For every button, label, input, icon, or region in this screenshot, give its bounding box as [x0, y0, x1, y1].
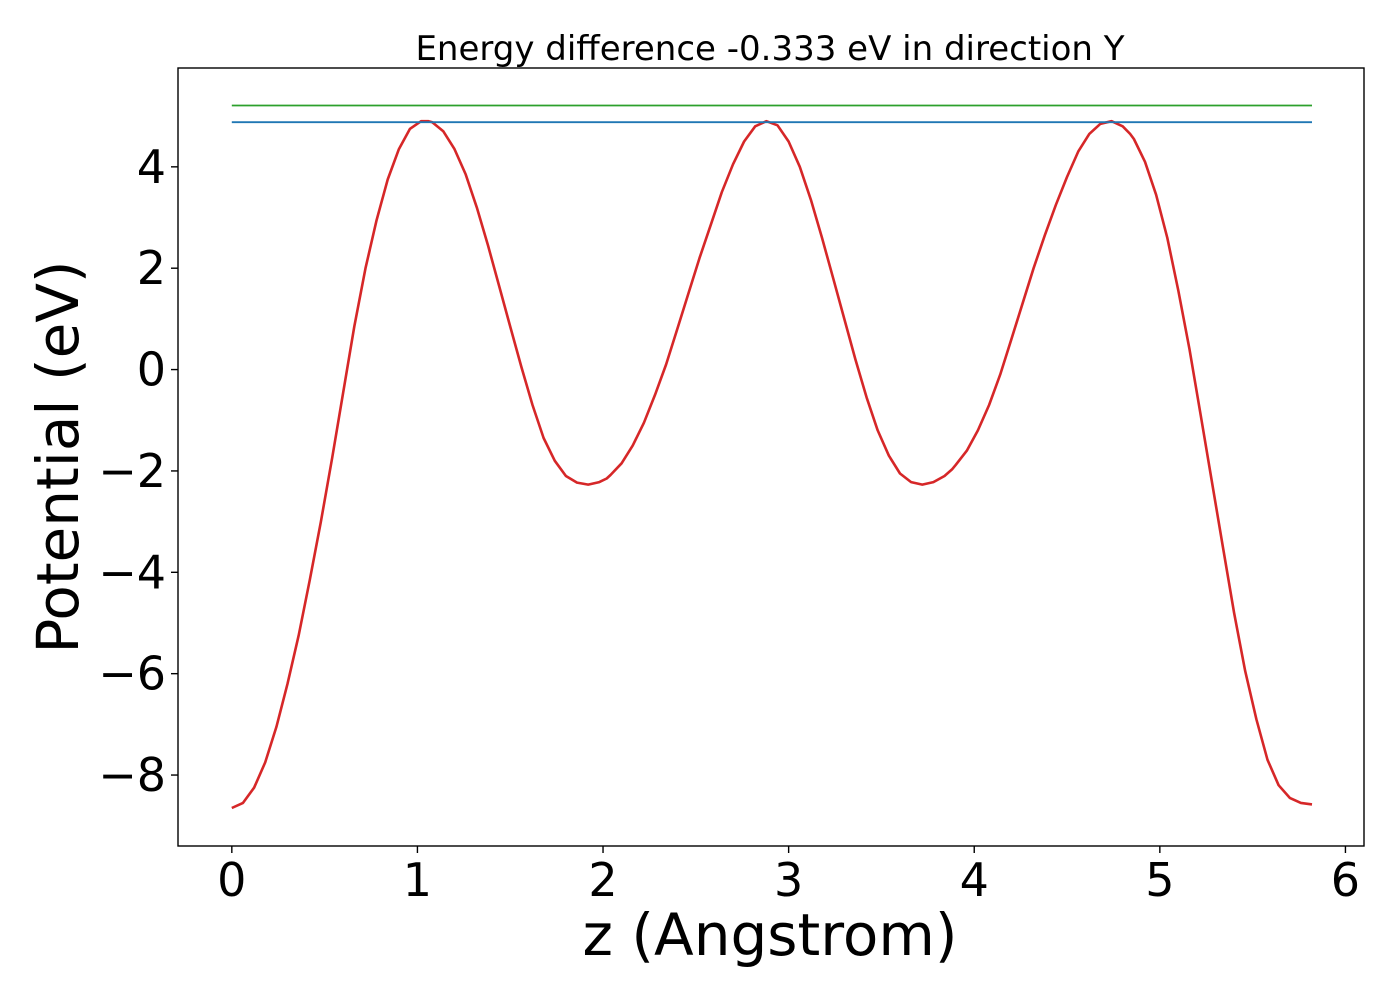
chart-title: Energy difference -0.333 eV in direction… [415, 29, 1124, 69]
y-tick-label: −6 [98, 647, 166, 701]
x-tick-label: 5 [1145, 853, 1174, 907]
x-tick-label: 1 [403, 853, 432, 907]
y-tick-label: −2 [98, 444, 166, 498]
x-tick-label: 2 [588, 853, 617, 907]
y-axis: −8 −6 −4 −2 0 2 4 [98, 140, 178, 802]
y-tick-label: −8 [98, 748, 166, 802]
plot-lines [231, 104, 1313, 810]
y-tick-label: −4 [98, 545, 166, 599]
y-tick-label: 0 [137, 343, 166, 397]
plot-frame [177, 67, 1365, 847]
x-tick-label: 3 [774, 853, 803, 907]
y-tick-label: 4 [137, 140, 166, 194]
x-axis-label: z (Angstrom) [583, 901, 958, 969]
x-tick-label: 6 [1331, 853, 1360, 907]
x-axis: 0 1 2 3 4 5 6 [217, 846, 1360, 907]
x-tick-label: 4 [960, 853, 989, 907]
y-tick-label: 2 [137, 241, 166, 295]
potential-curve [231, 119, 1313, 810]
x-tick-label: 0 [217, 853, 246, 907]
y-axis-label: Potential (eV) [24, 260, 92, 653]
